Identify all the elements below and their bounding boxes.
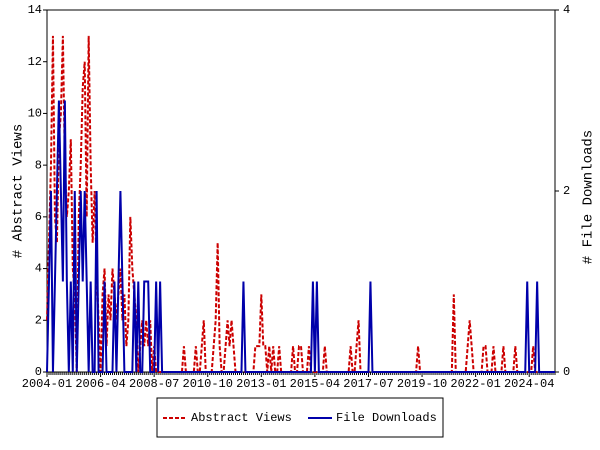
x-tick-label: 2010-10 [183, 377, 233, 391]
x-tick-label: 2015-04 [290, 377, 340, 391]
x-tick-label: 2024-04 [504, 377, 554, 391]
y-tick-label: 0 [35, 365, 42, 379]
y-tick-label: 8 [35, 158, 42, 172]
y-tick-label: 10 [28, 107, 42, 121]
y2-axis-title: # File Downloads [581, 130, 597, 264]
line-series [46, 35, 555, 373]
y-tick-label: 4 [35, 262, 42, 276]
y2-tick-label: 2 [563, 184, 570, 198]
y-axis-title: # Abstract Views [11, 124, 27, 258]
x-tick-label: 2022-01 [450, 377, 500, 391]
y2-tick-label: 0 [563, 365, 570, 379]
y-tick-label: 6 [35, 210, 42, 224]
legend-label: File Downloads [336, 411, 437, 425]
y2-tick-label: 4 [563, 3, 570, 17]
legend-box [156, 397, 444, 438]
x-tick-label: 2017-07 [343, 377, 393, 391]
y-tick-label: 12 [28, 55, 42, 69]
x-tick-label: 2008-07 [129, 377, 179, 391]
x-tick-label: 2006-04 [75, 377, 125, 391]
x-tick-label: 2013-01 [236, 377, 286, 391]
y-tick-label: 14 [28, 3, 42, 17]
line-series [46, 100, 555, 373]
legend-label: Abstract Views [191, 411, 292, 425]
y-tick-label: 2 [35, 313, 42, 327]
x-tick-label: 2019-10 [397, 377, 447, 391]
x-tick-label: 2004-01 [22, 377, 72, 391]
